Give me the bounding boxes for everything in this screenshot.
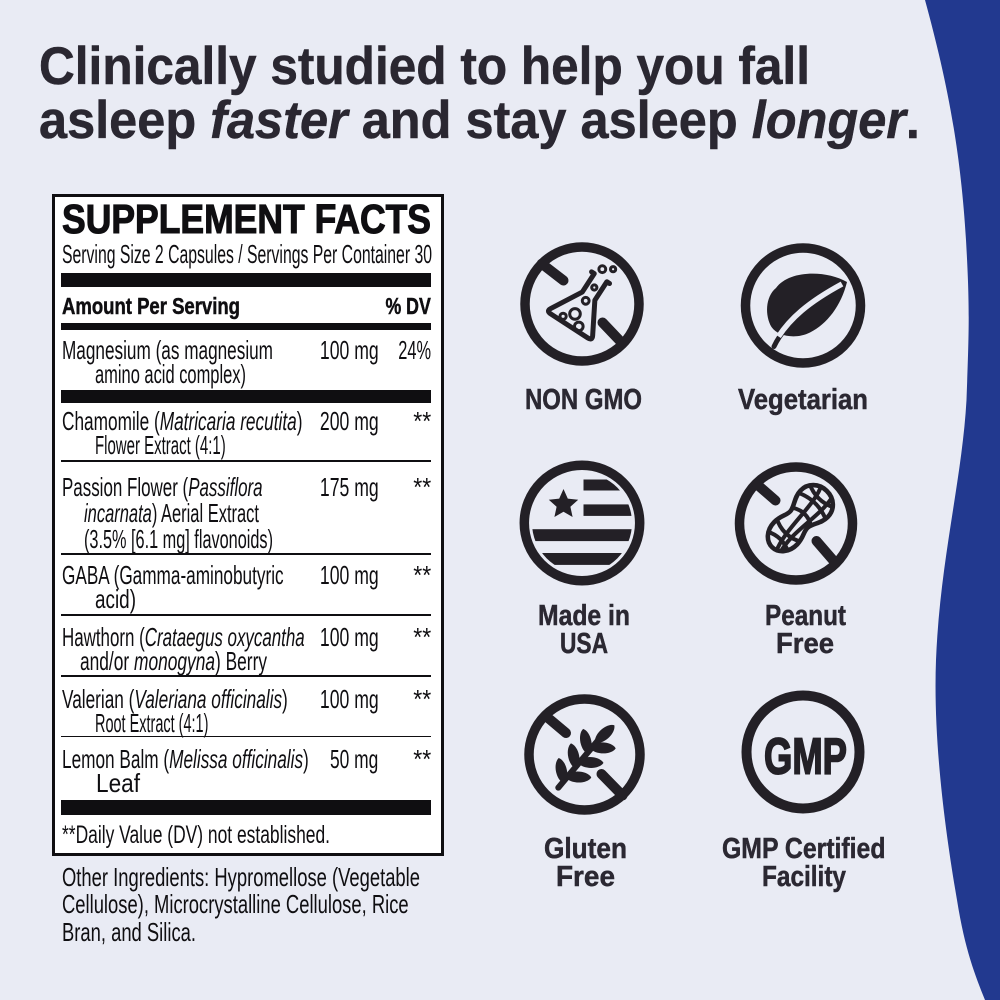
svg-text:GMP: GMP: [764, 728, 847, 785]
